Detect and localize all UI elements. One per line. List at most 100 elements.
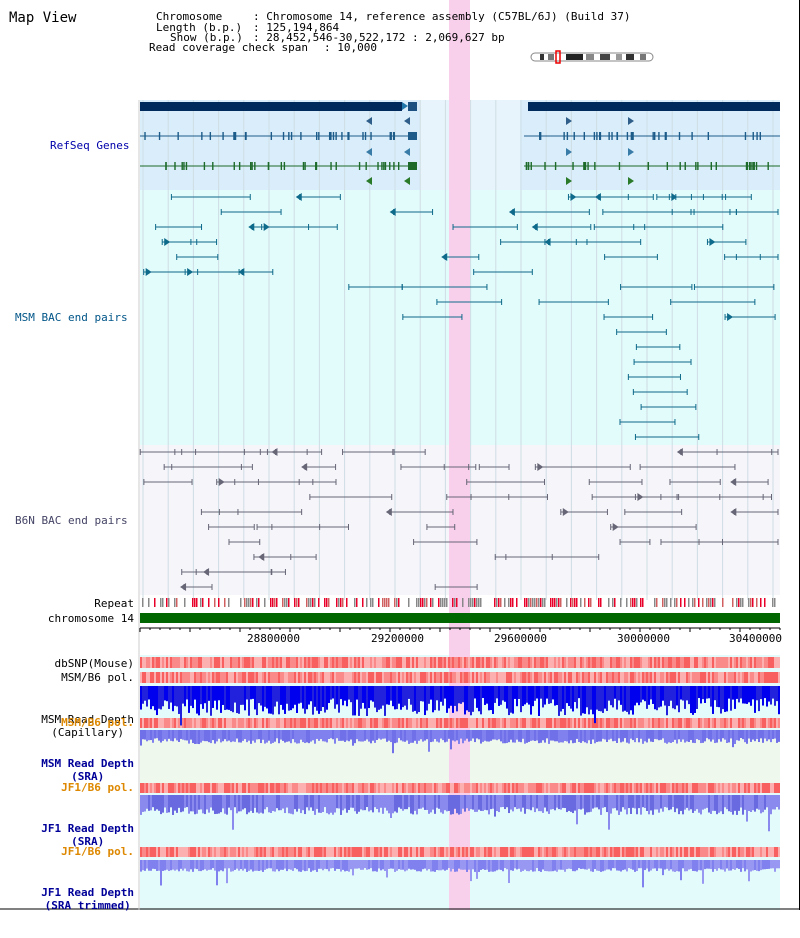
msm-b6-pol-band (552, 672, 554, 683)
msm-sra-depth-bar (246, 730, 248, 743)
repeat-bar (640, 598, 642, 607)
msm-b6-pol-band (404, 718, 406, 728)
dbsnp-band (764, 657, 766, 668)
jf1-b6-pol-band (180, 847, 182, 857)
msm-sra-depth-bar (456, 730, 458, 741)
jf1-b6-pol-band (742, 783, 744, 793)
msm-b6-pol-band (336, 672, 338, 683)
jf1-trimmed-depth-bar (228, 860, 230, 869)
map-view-canvas: Map View Chromosome : Chromosome 14, ref… (0, 0, 800, 912)
jf1-sra-depth-bar (492, 795, 494, 809)
msm-b6-pol-band (682, 672, 684, 683)
msm-b6-pol-band (422, 672, 424, 683)
jf1-trimmed-depth-bar (244, 860, 246, 869)
track-label-b6n-bac[interactable]: B6N BAC end pairs (15, 514, 128, 527)
msm-sra-depth-bar (692, 730, 694, 743)
dbsnp-band (632, 657, 634, 668)
track-label-refseq[interactable]: RefSeq Genes (50, 139, 130, 152)
dbsnp-band (356, 657, 358, 668)
msm-sra-depth-bar (774, 730, 776, 739)
jf1-trimmed-depth-bar (268, 860, 270, 869)
jf1-trimmed-depth-bar (594, 860, 596, 870)
msm-capillary-depth-bar (236, 686, 238, 714)
msm-sra-depth-bar (544, 730, 546, 743)
msm-b6-pol-band (314, 718, 316, 728)
jf1-sra-depth-bar (684, 795, 686, 810)
msm-capillary-depth-bar (350, 686, 352, 703)
jf1-trimmed-depth-bar (178, 860, 180, 872)
jf1-b6-pol-band (502, 847, 504, 857)
msm-b6-pol-band (750, 718, 752, 728)
msm-b6-pol-band (512, 672, 514, 683)
jf1-b6-pol-band (580, 783, 582, 793)
jf1-b6-pol-band (584, 783, 586, 793)
dbsnp-band (524, 657, 526, 668)
msm-capillary-depth-bar (768, 686, 770, 702)
dbsnp-band (264, 657, 266, 668)
jf1-sra-depth-bar (326, 795, 328, 814)
dbsnp-band (614, 657, 616, 668)
msm-b6-pol-band (496, 672, 498, 683)
msm-b6-pol-band (434, 672, 436, 683)
msm-capillary-depth-bar (580, 686, 582, 716)
dbsnp-band (226, 657, 228, 668)
track-label-jf1-b6-pol-2: JF1/B6 pol. (61, 845, 134, 858)
msm-b6-pol-band (604, 672, 606, 683)
jf1-sra-depth-bar (642, 795, 644, 808)
jf1-b6-pol-band (182, 783, 184, 793)
msm-b6-pol-band (212, 718, 214, 728)
jf1-b6-pol-band (380, 783, 382, 793)
msm-b6-pol-band (312, 718, 314, 728)
msm-b6-pol-band (310, 718, 312, 728)
jf1-b6-pol-band (572, 847, 574, 857)
msm-b6-pol-band (262, 718, 264, 728)
jf1-sra-depth-bar (440, 795, 442, 813)
jf1-b6-pol-band (750, 783, 752, 793)
jf1-b6-pol-band (398, 783, 400, 793)
msm-capillary-depth-bar (430, 686, 432, 700)
repeat-bar (202, 598, 204, 607)
msm-capillary-depth-bar (270, 686, 272, 714)
jf1-b6-pol-band (604, 783, 606, 793)
dbsnp-band (246, 657, 248, 668)
repeat-bar (472, 598, 474, 607)
jf1-b6-pol-band (720, 783, 722, 793)
dbsnp-band (606, 657, 608, 668)
msm-capillary-depth-bar (306, 686, 308, 710)
repeat-bar (296, 598, 298, 607)
jf1-b6-pol-band (542, 847, 544, 857)
dbsnp-band (170, 657, 172, 668)
dbsnp-band (300, 657, 302, 668)
jf1-trimmed-depth-bar (426, 860, 428, 871)
repeat-bar (590, 598, 592, 607)
jf1-b6-pol-band (224, 847, 226, 857)
dbsnp-band (742, 657, 744, 668)
msm-b6-pol-band (706, 718, 708, 728)
jf1-sra-depth-bar (198, 795, 200, 810)
jf1-b6-pol-band (524, 783, 526, 793)
jf1-b6-pol-band (500, 783, 502, 793)
msm-capillary-depth-bar (150, 686, 152, 710)
dbsnp-band (278, 657, 280, 668)
msm-sra-depth-bar (330, 730, 332, 739)
msm-sra-depth-bar (322, 730, 324, 742)
jf1-b6-pol-band (438, 783, 440, 793)
jf1-b6-pol-band (156, 783, 158, 793)
jf1-sra-depth-bar (190, 795, 192, 812)
msm-b6-pol-band (234, 718, 236, 728)
msm-b6-pol-band (264, 718, 266, 728)
genome-map-svg[interactable] (0, 0, 800, 910)
jf1-b6-pol-band (662, 783, 664, 793)
jf1-b6-pol-band (694, 847, 696, 857)
jf1-b6-pol-band (188, 847, 190, 857)
jf1-b6-pol-band (294, 783, 296, 793)
jf1-b6-pol-band (428, 783, 430, 793)
msm-b6-pol-band (248, 718, 250, 728)
msm-b6-pol-band (498, 672, 500, 683)
jf1-sra-depth-bar (316, 795, 318, 809)
jf1-b6-pol-band (244, 783, 246, 793)
msm-b6-pol-band (296, 672, 298, 683)
track-label-msm-bac[interactable]: MSM BAC end pairs (15, 311, 128, 324)
jf1-b6-pol-band (666, 847, 668, 857)
msm-b6-pol-band (442, 718, 444, 728)
